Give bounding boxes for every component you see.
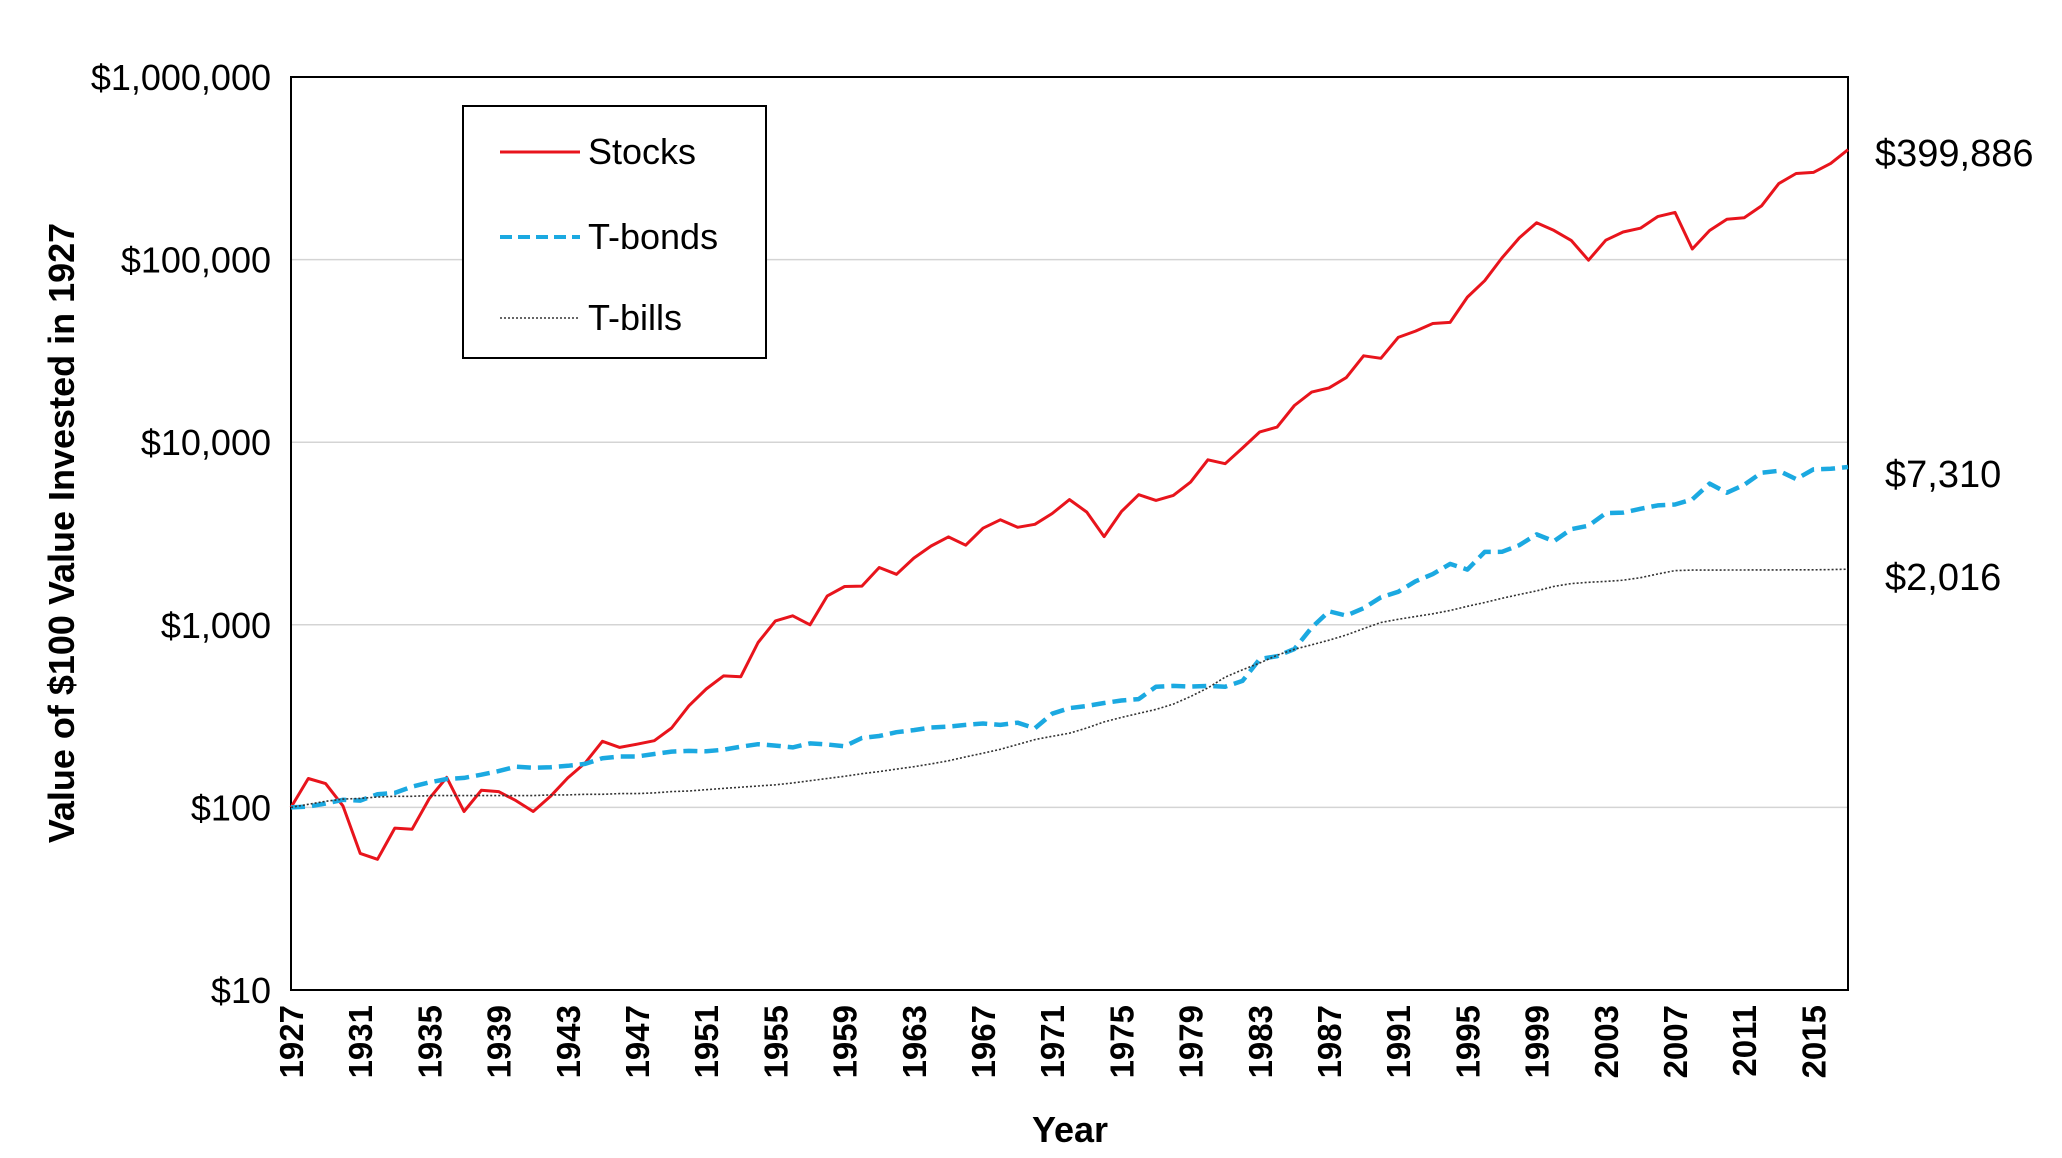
x-tick-label: 1963 (896, 1005, 933, 1078)
x-axis-ticks: 1927 1931 1935 1939 1943 1947 1951 1955 1959 1963… (273, 1005, 1832, 1078)
y-tick-label: $100,000 (121, 240, 271, 281)
x-tick-label: 1995 (1449, 1005, 1486, 1078)
series-line-t-bills (290, 568, 1849, 809)
x-tick-label: 1935 (411, 1005, 448, 1078)
x-tick-label: 1979 (1173, 1005, 1210, 1078)
x-tick-label: 2007 (1657, 1005, 1694, 1078)
end-value-label: $7,310 (1885, 454, 2001, 496)
x-tick-label: 1971 (1034, 1005, 1071, 1078)
x-tick-label: 1927 (273, 1005, 310, 1078)
x-tick-label: 1939 (481, 1005, 518, 1078)
series-lines (289, 148, 1849, 861)
plot-area-border (290, 76, 1849, 991)
legend-label-t-bills: T-bills (588, 297, 682, 338)
y-tick-label: $1,000 (161, 605, 271, 646)
end-value-label: $2,016 (1885, 557, 2001, 599)
x-tick-label: 2011 (1726, 1005, 1763, 1077)
x-tick-label: 1975 (1103, 1005, 1140, 1078)
legend-label-stocks: Stocks (588, 131, 696, 172)
end-value-label: $399,886 (1875, 133, 2034, 175)
x-tick-label: 1955 (757, 1005, 794, 1078)
y-tick-label: $1,000,000 (91, 57, 271, 98)
x-tick-label: 1999 (1519, 1005, 1556, 1078)
x-tick-label: 2003 (1588, 1005, 1625, 1078)
x-tick-label: 1931 (342, 1005, 379, 1078)
y-axis-title: Value of $100 Value Invested in 1927 (41, 223, 82, 843)
x-tick-label: 2015 (1795, 1005, 1832, 1078)
end-labels: $399,886 $7,310 $2,016 (1875, 133, 2034, 599)
x-tick-label: 1991 (1380, 1005, 1417, 1078)
y-tick-label: $10,000 (141, 422, 271, 463)
x-tick-label: 1951 (688, 1005, 725, 1078)
x-axis-title: Year (1032, 1109, 1108, 1150)
y-tick-label: $100 (191, 787, 271, 828)
y-axis-ticks: $10 $100 $1,000 $10,000 $100,000 $1,000,000 (91, 57, 271, 1011)
series-line-t-bonds (290, 464, 1849, 810)
x-tick-label: 1983 (1242, 1005, 1279, 1078)
x-tick-label: 1943 (550, 1005, 587, 1078)
x-tick-label: 1987 (1311, 1005, 1348, 1078)
legend-box (462, 105, 767, 359)
legend: Stocks T-bonds T-bills (462, 105, 767, 359)
x-tick-label: 1967 (965, 1005, 1002, 1078)
x-tick-label: 1947 (619, 1005, 656, 1078)
legend-label-t-bonds: T-bonds (588, 216, 718, 257)
x-tick-label: 1959 (827, 1005, 864, 1078)
series-line-stocks (289, 148, 1849, 861)
y-tick-label: $10 (211, 970, 271, 1011)
